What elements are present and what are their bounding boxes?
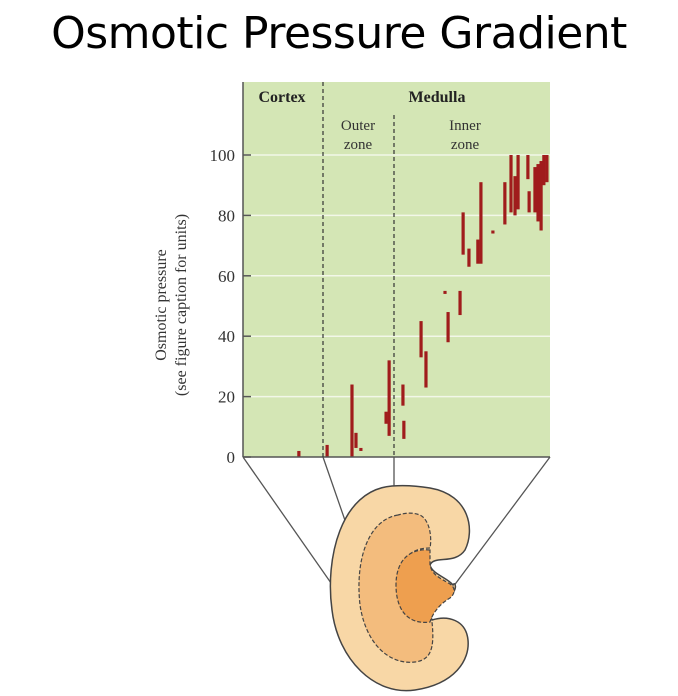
data-bar (461, 212, 465, 255)
data-bar (533, 167, 537, 213)
inner-zone-label-2: zone (451, 137, 480, 153)
data-bars (297, 155, 549, 457)
data-bar (467, 248, 471, 267)
data-bar (516, 155, 520, 210)
data-bar (536, 164, 540, 222)
data-bar (354, 432, 358, 448)
y-tick-label: 0 (227, 448, 236, 467)
data-bar (526, 155, 530, 180)
y-tick-label: 80 (218, 206, 235, 225)
data-bar (359, 447, 363, 451)
outer-zone-label-1: Outer (341, 118, 375, 134)
inner-zone-label-1: Inner (449, 118, 481, 134)
data-bar (458, 290, 462, 316)
y-axis-label: Osmotic pressure (153, 249, 170, 361)
y-tick-label: 40 (218, 327, 235, 346)
y-tick-label: 20 (218, 388, 235, 407)
gridlines (243, 154, 550, 398)
data-bar (539, 161, 543, 231)
data-bar (350, 384, 354, 457)
data-bar (325, 444, 329, 457)
y-tick-label: 100 (210, 146, 236, 165)
data-bar (513, 176, 517, 216)
data-bar (297, 450, 301, 457)
data-bar (419, 321, 423, 358)
data-bar (476, 239, 480, 264)
data-bar (384, 411, 388, 424)
data-bar (424, 351, 428, 388)
data-bar (402, 420, 406, 439)
plot-area (243, 82, 550, 457)
kidney-inner-medulla (395, 549, 455, 623)
data-bar (503, 182, 507, 225)
data-bar (542, 155, 546, 186)
data-bar (443, 290, 447, 294)
outer-zone-label-2: zone (344, 137, 373, 153)
data-bar (545, 155, 549, 183)
page-title: Osmotic Pressure Gradient (51, 8, 627, 59)
y-tick-label: 60 (218, 267, 235, 286)
medulla-label: Medulla (409, 89, 466, 106)
data-bar (527, 191, 531, 213)
y-axis-sublabel: (see figure caption for units) (173, 214, 190, 396)
y-ticks: 0 20 40 60 80 100 (210, 146, 251, 467)
data-bar (401, 384, 405, 406)
data-bar (509, 155, 513, 213)
data-bar (387, 360, 391, 436)
cortex-label: Cortex (258, 89, 305, 106)
data-bar (491, 230, 495, 234)
data-bar (479, 182, 483, 264)
kidney-diagram (329, 484, 471, 692)
data-bar (446, 312, 450, 343)
